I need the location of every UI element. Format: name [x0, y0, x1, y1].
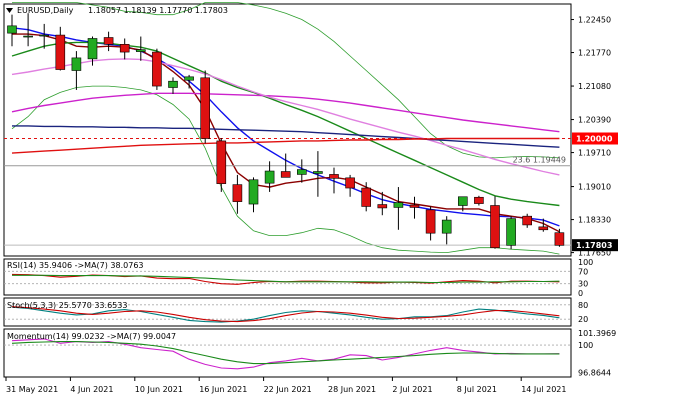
fib-level-label: 23.6 1.19449: [513, 156, 566, 165]
stoch-panel-frame: [3, 297, 572, 327]
symbol-label: EURUSD,Daily: [17, 6, 74, 15]
candlesticks: [7, 13, 565, 250]
momentum-series-2: [11, 341, 560, 365]
momentum-panel: 101.3969 100 96.8644: [4, 329, 616, 378]
candle-body: [264, 170, 275, 184]
stoch-series-1: [11, 306, 560, 323]
band-lower-line: [11, 85, 560, 255]
moving-average-line-2: [12, 33, 560, 233]
moving-average-line-6: [12, 125, 560, 148]
y-tick-label: 1.21080: [578, 82, 611, 91]
y-tick-label: 1.19010: [578, 183, 611, 192]
candle-body: [168, 80, 178, 88]
candle-body: [7, 25, 17, 34]
candle-body: [506, 218, 516, 246]
rsi-y-tick-label: 100: [578, 258, 593, 267]
stoch-title: Stoch(5,3,3) 25.5770 33.6533: [7, 301, 127, 310]
momentum-y-tick-label: 100: [578, 341, 593, 350]
moving-averages: [11, 27, 560, 233]
candle-body: [232, 184, 243, 202]
rsi-y-tick-label: 70: [578, 267, 588, 276]
x-tick-label: 28 Jun 2021: [328, 385, 376, 394]
candle-body: [393, 202, 404, 208]
momentum-y-tick-label: 96.8644: [578, 369, 611, 378]
candle-body: [409, 204, 420, 208]
x-tick-label: 31 May 2021: [6, 385, 58, 394]
moving-average-line-4: [11, 92, 560, 133]
y-tick-label: 1.22450: [578, 16, 611, 25]
candle-body: [280, 171, 291, 178]
candle-body: [522, 215, 533, 226]
candle-body: [345, 177, 355, 189]
candle-body: [87, 38, 98, 60]
current-price-tag-bg: [572, 239, 618, 252]
candle-body: [23, 35, 33, 38]
y-tick-label: 1.21770: [578, 49, 611, 58]
x-tick-label: 8 Jul 2021: [457, 385, 497, 394]
momentum-title: Momentum(14) 99.0232 ->MA(7) 99.0047: [7, 332, 176, 341]
stochastic-panel: 80 20: [4, 301, 588, 324]
candle-body: [329, 174, 339, 179]
moving-average-line-5: [11, 58, 560, 176]
x-tick-label: 4 Jun 2021: [70, 385, 113, 394]
candle-body: [136, 49, 146, 52]
round-level-price-tag-bg: [572, 132, 618, 145]
rsi-series-2: [12, 274, 560, 284]
candle-body: [313, 171, 323, 174]
candle-body: [39, 34, 50, 37]
candle-body: [361, 187, 372, 207]
stoch-y-tick-label: 20: [578, 315, 588, 324]
candle-body: [71, 57, 82, 71]
candle-body: [103, 37, 114, 45]
candle-body: [538, 226, 549, 231]
moving-average-line-7: [11, 137, 560, 154]
y-tick-label: 1.18330: [578, 216, 611, 225]
horizontal-levels: 23.6 1.19449: [4, 137, 571, 246]
x-tick-label: 22 Jun 2021: [264, 385, 312, 394]
candle-body: [200, 77, 210, 139]
candle-body: [441, 219, 452, 234]
moving-average-line-3: [11, 41, 560, 207]
stoch-y-tick-label: 80: [578, 301, 588, 310]
price-panel-frame: [3, 3, 572, 257]
y-tick-label: 1.17650: [578, 249, 611, 258]
ohlc-values: 1.18057 1.18139 1.17770 1.17803: [88, 6, 228, 15]
band-upper-line: [12, 2, 560, 159]
bollinger-bands: [11, 2, 560, 255]
x-tick-label: 14 Jul 2021: [521, 385, 566, 394]
candle-body: [55, 34, 66, 70]
y-axis: 1.22450 1.21770 1.21080 1.20390 1.19710 1.190…: [571, 16, 618, 258]
current-price-tag: 1.17803: [576, 241, 612, 250]
x-tick-label: 10 Jun 2021: [135, 385, 183, 394]
x-tick-label: 2 Jul 2021: [392, 385, 432, 394]
candle-body: [248, 179, 259, 205]
candle-body: [425, 209, 436, 234]
rsi-panel-frame: [3, 258, 572, 296]
candle-body: [152, 51, 162, 87]
candle-body: [184, 76, 194, 81]
rsi-y-tick-label: 0: [578, 289, 583, 298]
candle-body: [554, 232, 565, 246]
momentum-y-tick-label: 101.3969: [578, 329, 616, 338]
candle-body: [490, 205, 500, 249]
y-tick-label: 1.19710: [578, 149, 611, 158]
y-tick-label: 1.20390: [578, 116, 611, 125]
candle-body: [474, 196, 484, 204]
rsi-y-tick-label: 30: [578, 280, 588, 289]
candle-body: [457, 196, 468, 206]
rsi-title: RSI(14) 35.9406 ->MA(7) 38.0763: [7, 261, 144, 270]
round-level-price-tag: 1.20000: [576, 134, 613, 143]
candle-body: [216, 140, 227, 184]
momentum-panel-frame: [3, 328, 572, 378]
x-tick-label: 16 Jun 2021: [199, 385, 247, 394]
stoch-series-2: [11, 306, 560, 323]
candle-body: [377, 204, 388, 209]
triangle-down-icon[interactable]: [6, 8, 13, 13]
x-axis: 31 May 2021 4 Jun 2021 10 Jun 2021 16 Jun 2…: [5, 377, 566, 394]
candle-body: [119, 44, 130, 53]
candle-body: [296, 169, 307, 175]
momentum-series-1: [11, 338, 560, 370]
